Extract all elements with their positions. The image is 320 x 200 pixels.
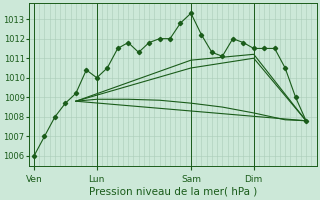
X-axis label: Pression niveau de la mer( hPa ): Pression niveau de la mer( hPa ) bbox=[89, 187, 257, 197]
